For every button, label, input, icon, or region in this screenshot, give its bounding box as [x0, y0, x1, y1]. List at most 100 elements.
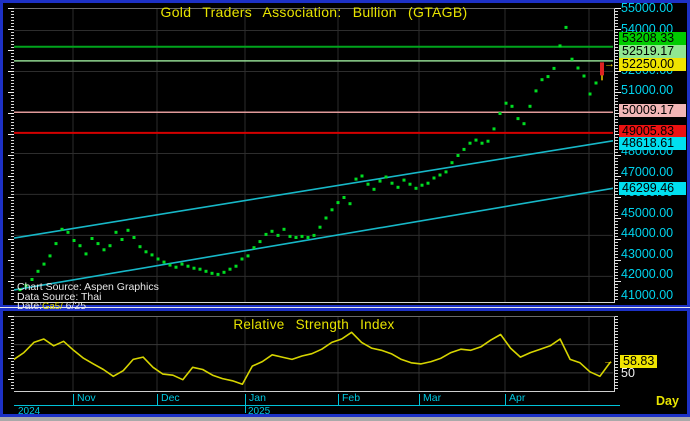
- price-dot: [432, 176, 436, 180]
- window-border-bottom: [0, 414, 690, 417]
- price-dot: [420, 183, 424, 187]
- panel-separator: [0, 305, 690, 311]
- price-dot: [306, 236, 310, 239]
- chart-source-line: Chart Source: Aspen Graphics: [17, 281, 159, 293]
- main-plot-bottom-border: [14, 302, 614, 303]
- window-border-left: [0, 0, 3, 421]
- price-dot: [162, 260, 166, 264]
- y-axis-tick-label: 44000.00: [621, 226, 674, 241]
- price-dot: [234, 264, 238, 268]
- price-dot: [120, 238, 124, 241]
- price-dot: [540, 78, 544, 82]
- price-dot: [516, 117, 520, 121]
- date-page-code: Ga5/: [42, 301, 63, 312]
- main-chart-title: Gold Traders Association: Bullion (GTAGB…: [160, 4, 468, 20]
- date-label: Date:: [17, 300, 43, 312]
- price-dot: [402, 178, 406, 182]
- price-dot: [360, 174, 364, 178]
- month-label: Apr: [509, 392, 526, 404]
- price-dot: [102, 248, 106, 252]
- price-dot: [570, 57, 574, 61]
- price-dot: [474, 138, 478, 142]
- month-label: Dec: [161, 392, 180, 404]
- price-dot: [528, 104, 532, 108]
- price-dot: [396, 185, 400, 189]
- price-dot: [336, 201, 340, 205]
- rsi-line: [14, 331, 611, 385]
- year-tick: [245, 405, 246, 413]
- price-dot: [462, 147, 466, 151]
- price-dot: [270, 229, 274, 233]
- month-label: Nov: [77, 392, 96, 404]
- price-dot: [576, 66, 580, 70]
- left-tick-ruler-major: [8, 8, 14, 302]
- month-label: Jan: [249, 392, 266, 404]
- price-dot: [378, 179, 382, 183]
- price-dot: [108, 244, 112, 248]
- price-pointer-arrow: →: [604, 58, 615, 71]
- price-dot: [90, 237, 94, 240]
- trend-channel-line: [14, 187, 613, 291]
- price-dot: [546, 75, 550, 79]
- price-dot: [276, 233, 280, 237]
- price-dot: [48, 254, 52, 258]
- price-dot: [348, 202, 352, 206]
- price-dot: [198, 267, 202, 271]
- price-dot: [114, 230, 118, 234]
- price-dot: [228, 267, 232, 271]
- year-label: 2024: [18, 406, 41, 417]
- price-level-flag: 50009.17: [619, 104, 686, 118]
- rsi-value-flag: 58.83: [620, 354, 658, 368]
- price-dot: [72, 239, 76, 242]
- y-axis-tick-label: 45000.00: [621, 205, 674, 220]
- time-axis-baseline: [14, 405, 620, 406]
- price-dot: [480, 141, 484, 145]
- price-dot: [426, 181, 430, 185]
- month-tick: [245, 394, 246, 406]
- price-dot: [54, 242, 58, 246]
- price-dot: [126, 228, 130, 232]
- price-dot: [258, 240, 262, 244]
- price-dot: [486, 139, 490, 143]
- price-dot: [66, 230, 70, 234]
- date-value: 6/25: [62, 300, 87, 312]
- price-dot: [30, 278, 34, 281]
- rsi-title: Relative Strength Index: [233, 317, 395, 332]
- price-dot: [558, 44, 562, 48]
- price-dot: [366, 182, 370, 186]
- price-dot: [498, 112, 502, 115]
- price-dot: [468, 141, 472, 145]
- chart-source-note: Chart Source: Aspen Graphics Data Source…: [17, 281, 159, 312]
- price-dot: [252, 246, 256, 250]
- price-dot: [390, 181, 394, 185]
- price-level-flag: 52519.17: [619, 44, 686, 58]
- y-axis-tick-label: 43000.00: [621, 246, 674, 261]
- price-dot: [222, 270, 226, 274]
- price-dot: [180, 262, 184, 266]
- price-dot: [342, 196, 346, 199]
- price-dot: [354, 177, 358, 181]
- price-dot: [438, 173, 442, 177]
- price-dot: [246, 254, 250, 258]
- rsi-right-tick-ruler: [615, 316, 618, 390]
- price-dot: [534, 89, 538, 93]
- price-dot: [96, 242, 100, 246]
- price-dot: [36, 269, 40, 273]
- y-axis-tick-label: 47000.00: [621, 164, 674, 179]
- main-price-chart: [14, 9, 613, 303]
- month-tick: [73, 394, 74, 406]
- data-source-line: Data Source: Thai: [17, 290, 102, 303]
- main-price-plot: [14, 8, 615, 303]
- price-level-flag: 53208.33: [619, 31, 686, 45]
- price-dot: [522, 122, 526, 126]
- price-dot: [192, 266, 196, 270]
- year-label: 2025: [248, 406, 271, 417]
- price-dot: [318, 225, 322, 229]
- y-axis-tick-label: 55000.00: [621, 1, 674, 15]
- month-tick: [157, 394, 158, 406]
- price-dot-series: [18, 25, 604, 292]
- price-dot: [594, 81, 598, 85]
- price-dot: [324, 216, 328, 220]
- month-tick: [338, 394, 339, 406]
- month-tick: [505, 394, 506, 406]
